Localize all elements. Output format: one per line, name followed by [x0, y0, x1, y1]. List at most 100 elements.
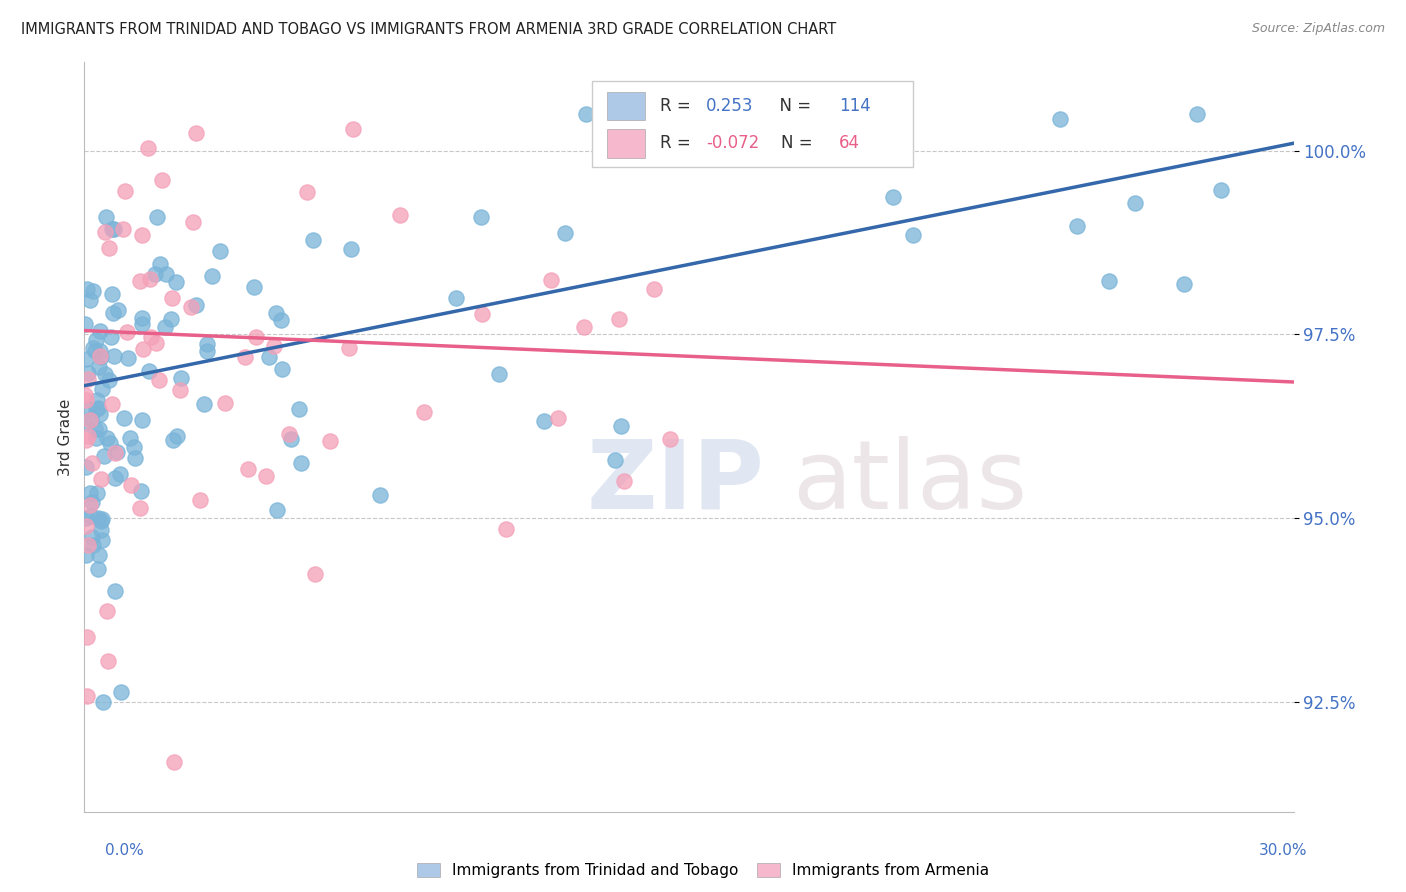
Point	[243, 280, 266, 294]
Point	[77, 401, 100, 416]
Point	[107, 303, 129, 318]
Point	[108, 467, 131, 481]
Point	[139, 272, 162, 286]
Point	[470, 210, 492, 224]
Point	[169, 383, 191, 397]
Point	[233, 350, 256, 364]
Point	[87, 511, 110, 525]
Text: R =: R =	[659, 135, 696, 153]
Point	[901, 227, 924, 242]
Point	[139, 330, 162, 344]
Point	[103, 349, 125, 363]
Point	[575, 107, 598, 121]
Point	[115, 325, 138, 339]
Point	[79, 498, 101, 512]
Point	[117, 351, 139, 366]
Point	[138, 364, 160, 378]
Point	[124, 451, 146, 466]
Point	[263, 339, 285, 353]
Point	[444, 291, 467, 305]
Point	[98, 241, 121, 255]
Point	[96, 604, 118, 618]
Point	[84, 422, 107, 436]
Point	[610, 419, 633, 434]
Point	[166, 429, 188, 443]
Point	[201, 268, 224, 283]
Point	[94, 211, 117, 225]
Point	[266, 503, 288, 517]
Point	[101, 286, 124, 301]
Point	[103, 221, 125, 235]
Point	[150, 173, 173, 187]
Point	[89, 324, 111, 338]
Point	[131, 310, 153, 325]
Point	[146, 210, 169, 224]
Point	[389, 208, 412, 222]
FancyBboxPatch shape	[592, 81, 912, 168]
Text: R =: R =	[659, 97, 696, 115]
Point	[342, 121, 364, 136]
Point	[186, 297, 208, 311]
Point	[82, 495, 104, 509]
Point	[280, 432, 302, 446]
Point	[337, 341, 360, 355]
Point	[554, 226, 576, 240]
Point	[129, 274, 152, 288]
Point	[301, 233, 323, 247]
Point	[319, 434, 342, 449]
Point	[84, 333, 107, 347]
Point	[82, 538, 104, 552]
Point	[143, 267, 166, 281]
Point	[76, 367, 98, 381]
Text: 0.253: 0.253	[706, 97, 754, 115]
Point	[101, 306, 124, 320]
Point	[98, 436, 121, 450]
FancyBboxPatch shape	[607, 92, 645, 120]
Point	[188, 493, 211, 508]
Point	[104, 446, 127, 460]
Point	[270, 312, 292, 326]
Point	[238, 462, 260, 476]
Point	[91, 533, 114, 548]
Point	[101, 221, 124, 235]
Point	[93, 450, 115, 464]
Point	[87, 562, 110, 576]
Point	[195, 337, 218, 351]
Point	[97, 372, 120, 386]
Point	[76, 689, 98, 703]
Point	[89, 422, 111, 436]
Point	[1066, 219, 1088, 233]
Point	[180, 300, 202, 314]
Point	[82, 341, 104, 355]
Point	[73, 417, 96, 431]
Point	[77, 538, 100, 552]
Point	[607, 312, 630, 326]
Point	[82, 284, 104, 298]
Point	[89, 408, 111, 422]
Point	[160, 311, 183, 326]
Point	[118, 431, 141, 445]
Point	[488, 367, 510, 381]
Point	[471, 307, 494, 321]
Point	[295, 185, 318, 199]
Point	[75, 351, 97, 366]
Point	[80, 412, 103, 426]
Point	[195, 343, 218, 358]
Point	[184, 126, 207, 140]
Point	[91, 694, 114, 708]
Text: 114: 114	[839, 97, 870, 115]
Text: 64: 64	[839, 135, 860, 153]
Point	[181, 215, 204, 229]
Point	[132, 343, 155, 357]
Point	[79, 293, 101, 307]
Point	[287, 401, 309, 416]
Text: 30.0%: 30.0%	[1260, 843, 1308, 858]
Point	[155, 320, 177, 334]
Point	[84, 401, 107, 416]
Point	[80, 509, 103, 524]
Point	[77, 372, 100, 386]
Point	[86, 393, 108, 408]
Point	[114, 184, 136, 198]
Point	[104, 471, 127, 485]
Point	[209, 244, 232, 258]
